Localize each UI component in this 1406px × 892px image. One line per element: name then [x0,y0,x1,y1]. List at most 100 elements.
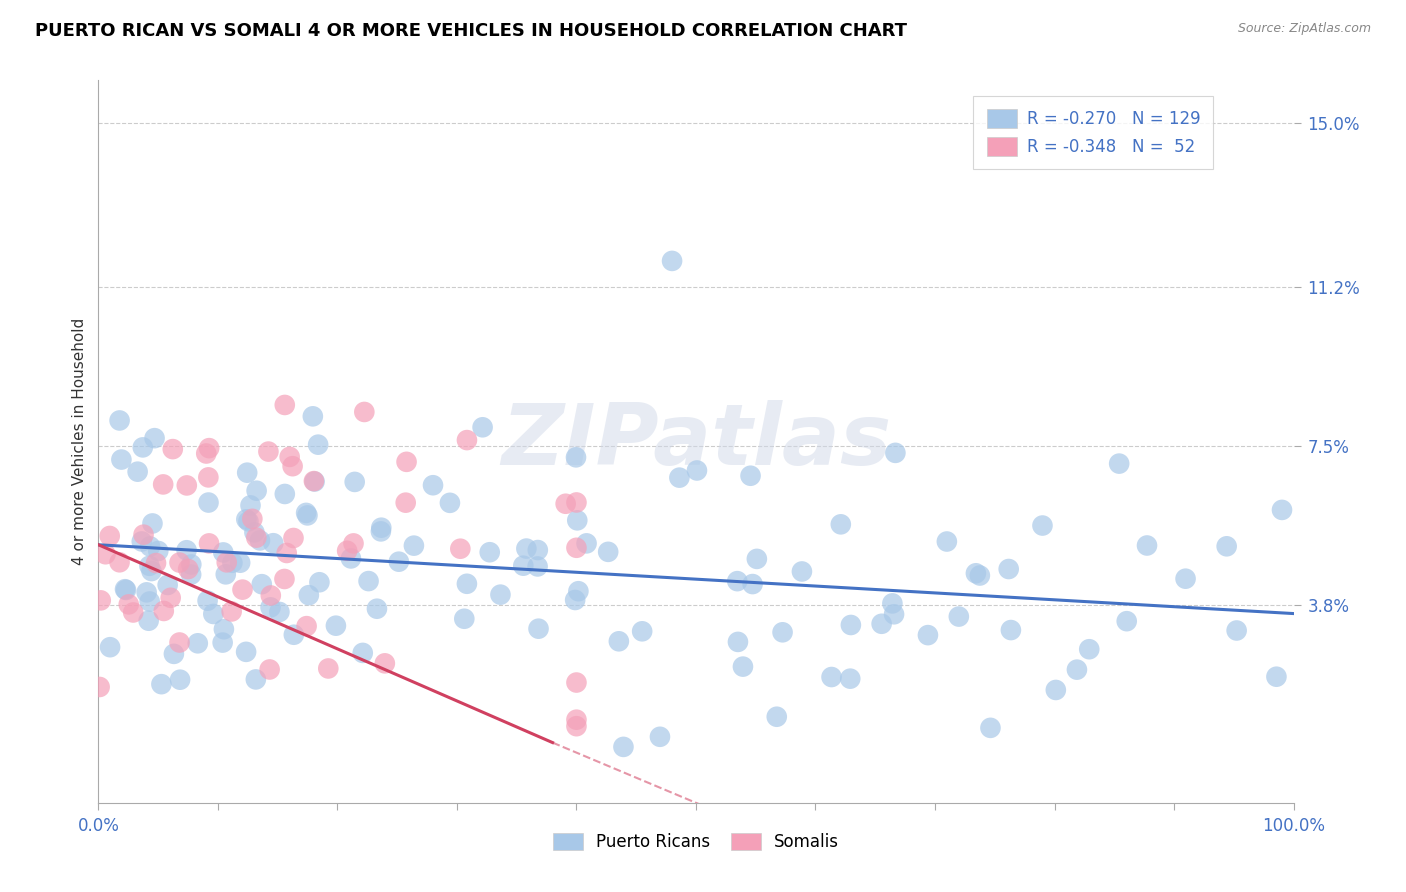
Point [1265,670,1288,684]
Point [567,513,589,527]
Point [169,673,191,687]
Point [295,506,318,520]
Point [260,589,283,603]
Point [202,607,225,621]
Point [979,721,1001,735]
Point [176,543,198,558]
Point [340,551,363,566]
Point [948,609,970,624]
Point [839,618,862,632]
Point [526,559,548,574]
Point [215,567,238,582]
Point [1078,642,1101,657]
Point [198,536,221,550]
Point [150,677,173,691]
Point [308,575,330,590]
Point [145,556,167,570]
Point [231,582,253,597]
Point [198,441,221,455]
Point [686,463,709,477]
Point [259,600,281,615]
Point [139,540,162,554]
Point [239,499,262,513]
Point [138,558,160,573]
Point [143,431,166,445]
Point [565,719,588,733]
Point [668,470,690,484]
Point [631,624,654,639]
Text: Source: ZipAtlas.com: Source: ZipAtlas.com [1237,22,1371,36]
Point [402,539,425,553]
Point [235,512,257,526]
Point [108,555,131,569]
Point [917,628,939,642]
Point [98,529,121,543]
Point [884,446,907,460]
Point [307,438,329,452]
Point [141,516,163,531]
Text: PUERTO RICAN VS SOMALI 4 OR MORE VEHICLES IN HOUSEHOLD CORRELATION CHART: PUERTO RICAN VS SOMALI 4 OR MORE VEHICLE… [35,22,907,40]
Point [276,546,298,560]
Point [575,536,598,550]
Point [471,420,494,434]
Point [240,512,263,526]
Point [839,672,862,686]
Y-axis label: 4 or more Vehicles in Household: 4 or more Vehicles in Household [72,318,87,566]
Point [772,625,794,640]
Point [515,541,537,556]
Point [302,474,325,488]
Point [212,622,235,636]
Point [478,545,501,559]
Point [295,619,318,633]
Point [132,441,155,455]
Point [249,533,271,548]
Text: ZIPatlas: ZIPatlas [501,400,891,483]
Point [965,566,987,581]
Point [353,405,375,419]
Point [935,534,957,549]
Point [245,531,267,545]
Point [298,588,321,602]
Point [883,607,905,622]
Point [554,497,576,511]
Point [567,584,589,599]
Legend: Puerto Ricans, Somalis: Puerto Ricans, Somalis [544,825,848,860]
Point [135,585,157,599]
Point [138,594,160,608]
Point [745,552,768,566]
Point [229,556,252,570]
Point [297,508,319,523]
Point [131,534,153,549]
Point [1045,683,1067,698]
Point [243,525,266,540]
Point [370,521,392,535]
Point [246,483,269,498]
Point [725,574,748,589]
Point [283,628,305,642]
Point [449,541,471,556]
Point [269,605,291,619]
Point [141,564,163,578]
Point [122,606,145,620]
Point [1031,518,1053,533]
Point [1271,503,1294,517]
Point [245,673,267,687]
Point [221,556,243,570]
Point [156,578,179,592]
Point [439,496,461,510]
Point [250,577,273,591]
Point [180,567,202,582]
Point [195,446,218,460]
Point [607,634,630,648]
Point [197,470,219,484]
Point [278,450,301,464]
Point [316,661,339,675]
Point [262,536,284,550]
Point [366,601,388,615]
Point [90,593,112,607]
Point [1226,624,1249,638]
Point [565,713,588,727]
Point [820,670,842,684]
Point [731,659,754,673]
Point [274,487,297,501]
